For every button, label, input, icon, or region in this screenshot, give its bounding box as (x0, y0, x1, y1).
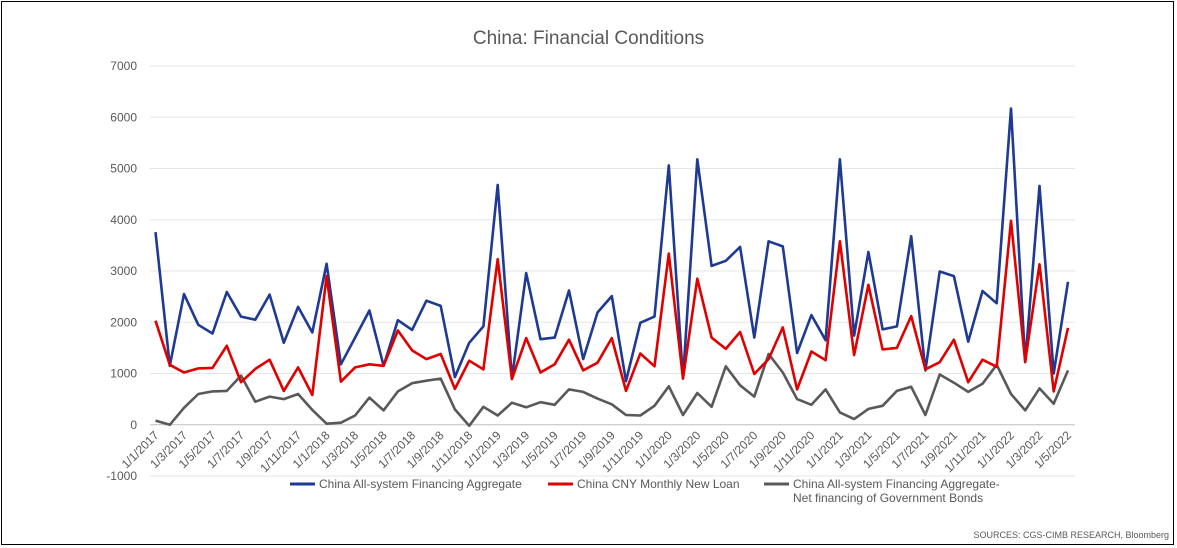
legend-label-net-financing-line1: China All-system Financing Aggregate- (793, 477, 1000, 491)
y-tick-label: 7000 (110, 59, 137, 73)
legend-label-cny-new-loan: China CNY Monthly New Loan (577, 477, 740, 491)
y-axis-labels: -1000 0 1000 2000 3000 4000 5000 6000 7000 (106, 59, 137, 483)
series-line-net-financing-gov-bonds (155, 352, 1070, 428)
y-tick-label: 6000 (110, 110, 137, 124)
y-tick-label: 1000 (110, 367, 137, 381)
source-note: SOURCES: CGS-CIMB RESEARCH, Bloomberg (973, 530, 1169, 540)
legend-label-financing-aggregate: China All-system Financing Aggregate (319, 477, 522, 491)
legend: China All-system Financing Aggregate Chi… (290, 477, 1000, 505)
y-tick-label: -1000 (106, 469, 137, 483)
series-line-financing-aggregate (154, 107, 1070, 383)
y-tick-label: 3000 (110, 264, 137, 278)
series-lines (154, 107, 1070, 428)
x-axis-labels: 1/1/20171/3/20171/5/20171/7/20171/9/2017… (119, 428, 1075, 475)
chart-title: China: Financial Conditions (472, 28, 705, 49)
legend-label-net-financing-line2: Net financing of Government Bonds (793, 491, 983, 505)
y-tick-label: 5000 (110, 162, 137, 176)
series-line-cny-new-loan (154, 219, 1070, 397)
y-tick-label: 4000 (110, 213, 137, 227)
gridlines (150, 65, 1075, 477)
y-tick-label: 0 (130, 418, 137, 432)
y-tick-label: 2000 (110, 315, 137, 329)
